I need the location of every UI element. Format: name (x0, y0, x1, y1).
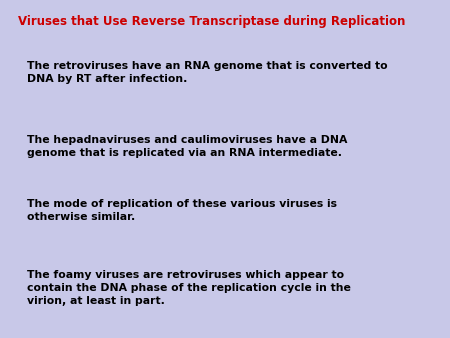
Text: The mode of replication of these various viruses is
otherwise similar.: The mode of replication of these various… (27, 199, 337, 222)
Text: The hepadnaviruses and caulimoviruses have a DNA
genome that is replicated via a: The hepadnaviruses and caulimoviruses ha… (27, 135, 347, 158)
Text: The retroviruses have an RNA genome that is converted to
DNA by RT after infecti: The retroviruses have an RNA genome that… (27, 61, 387, 83)
Text: The foamy viruses are retroviruses which appear to
contain the DNA phase of the : The foamy viruses are retroviruses which… (27, 270, 351, 306)
Text: Viruses that Use Reverse Transcriptase during Replication: Viruses that Use Reverse Transcriptase d… (18, 15, 405, 28)
